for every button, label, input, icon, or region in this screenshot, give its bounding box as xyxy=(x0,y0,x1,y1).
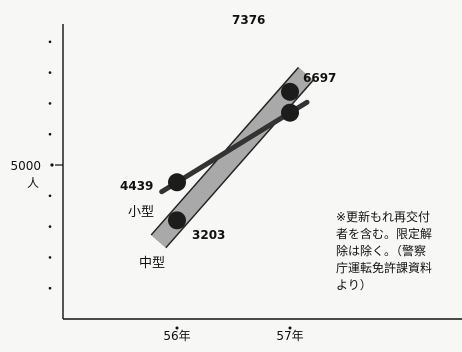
y-tick-2000 xyxy=(48,256,52,259)
y-tick-7000 xyxy=(48,102,52,105)
series-label-chugata: 中型 xyxy=(139,256,165,271)
data-label-kogata-56: 4439 xyxy=(120,179,153,193)
point-chugata-0 xyxy=(168,211,186,230)
x-tick-1 xyxy=(288,326,292,330)
note-line-2: 者を含む。限定解 xyxy=(336,226,432,241)
y-tick-9000 xyxy=(48,40,52,44)
y-tick-8000 xyxy=(48,71,52,74)
x-tick-label-56: 56年 xyxy=(163,329,190,343)
series-labels: 小型 中型 xyxy=(128,205,165,271)
y-tick-4000 xyxy=(48,194,52,198)
source-note: ※更新もれ再交付 者を含む。限定解 除は除く。（警察 庁運転免許課資料 より） xyxy=(336,209,432,292)
data-label-kogata-57: 6697 xyxy=(303,71,336,85)
x-tick-label-57: 57年 xyxy=(276,329,303,343)
point-kogata-1 xyxy=(281,103,299,122)
note-line-1: ※更新もれ再交付 xyxy=(336,209,430,224)
series-label-kogata: 小型 xyxy=(128,205,154,220)
x-labels: 56年 57年 xyxy=(163,329,303,343)
note-line-4: 庁運転免許課資料 xyxy=(336,260,432,275)
note-line-3: 除は除く。（警察 xyxy=(336,243,426,258)
x-ticks xyxy=(175,326,292,330)
data-label-chugata-57: 7376 xyxy=(232,13,265,27)
plot-area xyxy=(150,66,314,249)
series-chugata-band xyxy=(151,67,313,248)
y-ticks xyxy=(48,40,63,290)
x-tick-0 xyxy=(175,326,179,330)
data-labels: 3203 7376 4439 6697 xyxy=(120,13,336,242)
y-tick-label-5000: 5000 xyxy=(10,159,41,173)
y-tick-5000 xyxy=(50,163,54,167)
data-label-chugata-56: 3203 xyxy=(192,228,225,242)
note-line-5: より） xyxy=(336,278,372,292)
point-kogata-0 xyxy=(168,173,186,192)
y-axis-label: 人 xyxy=(27,176,39,190)
y-tick-1000 xyxy=(48,286,52,290)
axes xyxy=(62,24,462,320)
y-tick-3000 xyxy=(48,225,52,228)
point-chugata-1 xyxy=(281,82,299,101)
y-tick-6000 xyxy=(48,132,52,136)
